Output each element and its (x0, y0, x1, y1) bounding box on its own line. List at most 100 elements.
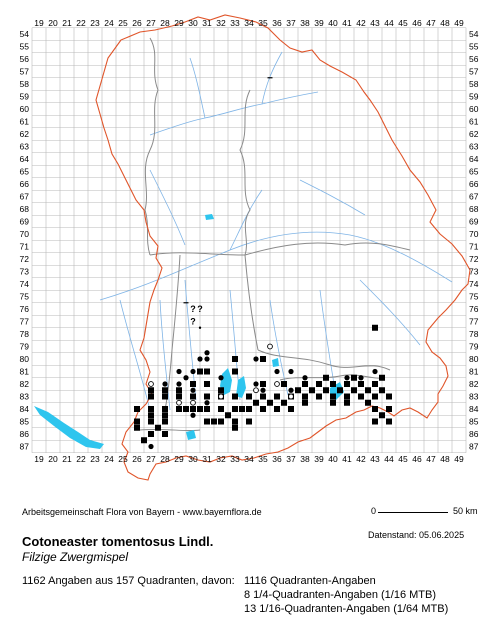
x-axis-label-top: 33 (230, 18, 240, 28)
occurrence-dot (183, 375, 189, 381)
occurrence-square (148, 393, 154, 400)
y-axis-label-left: 78 (20, 329, 30, 339)
occurrence-question-mark: ? (190, 317, 196, 327)
y-axis-label-left: 72 (20, 254, 30, 264)
occurrence-square (162, 418, 168, 425)
occurrence-square (197, 368, 203, 375)
occurrence-square (162, 393, 168, 400)
occurrence-square (330, 399, 336, 406)
x-axis-label-top: 22 (76, 18, 86, 28)
y-axis-label-left: 76 (20, 304, 30, 314)
y-axis-label-left: 63 (20, 142, 30, 152)
x-axis-label-bottom: 25 (118, 454, 128, 464)
occurrence-square (239, 406, 245, 412)
x-axis-label-bottom: 36 (272, 454, 282, 464)
y-axis-label-left: 82 (20, 379, 30, 389)
occurrence-square (358, 393, 364, 400)
occurrence-square (162, 412, 168, 419)
x-axis-label-bottom: 47 (426, 454, 436, 464)
occurrence-square (337, 387, 343, 394)
occurrence-dot (190, 387, 196, 393)
occurrence-dot (288, 387, 294, 393)
y-axis-label-left: 77 (20, 317, 30, 327)
x-axis-label-top: 21 (62, 18, 72, 28)
y-axis-label-left: 85 (20, 417, 30, 427)
occurrence-square (218, 406, 224, 412)
y-axis-label-left: 57 (20, 67, 30, 77)
occurrence-dot (190, 412, 196, 418)
y-axis-label-left: 59 (20, 92, 30, 102)
y-axis-label-left: 65 (20, 167, 30, 177)
x-axis-label-top: 42 (356, 18, 366, 28)
occurrence-square (372, 418, 378, 425)
occurrence-dot (316, 381, 322, 387)
y-axis-label-right: 84 (469, 404, 479, 414)
occurrence-square (253, 399, 259, 406)
occurrence-square (204, 368, 210, 375)
occurrence-square (351, 387, 357, 394)
occurrence-square (379, 374, 385, 381)
y-axis-label-left: 66 (20, 179, 30, 189)
x-axis-label-top: 29 (174, 18, 184, 28)
occurrence-dot (176, 381, 182, 387)
x-axis-label-top: 34 (244, 18, 254, 28)
occurrence-dot (204, 400, 210, 406)
x-axis-label-bottom: 48 (440, 454, 450, 464)
occurrence-dot (288, 368, 294, 375)
occurrence-dot (253, 381, 259, 387)
y-axis-label-right: 68 (469, 204, 479, 214)
occurrence-square (351, 374, 357, 381)
y-axis-label-left: 55 (20, 42, 30, 52)
x-axis-label-bottom: 31 (202, 454, 212, 464)
occurrence-square (267, 399, 273, 406)
occurrence-square (197, 406, 203, 412)
district-borders (139, 37, 411, 432)
y-axis-label-left: 71 (20, 242, 30, 252)
occurrence-dot (218, 375, 224, 381)
x-axis-label-bottom: 37 (286, 454, 296, 464)
y-axis-label-right: 73 (469, 267, 479, 277)
credit-line: Arbeitsgemeinschaft Flora von Bayern - w… (22, 507, 262, 517)
occurrence-square (386, 418, 392, 425)
y-axis-label-right: 78 (469, 329, 479, 339)
occurrence-square (134, 418, 140, 425)
occurrence-small-dot (198, 326, 202, 329)
occurrence-square (148, 387, 154, 394)
y-axis-label-right: 60 (469, 104, 479, 114)
occurrence-square (372, 324, 378, 331)
y-axis-label-right: 81 (469, 367, 479, 377)
occurrence-square (232, 424, 238, 431)
x-axis-label-bottom: 49 (454, 454, 464, 464)
x-axis-label-bottom: 29 (174, 454, 184, 464)
y-axis-label-right: 59 (469, 92, 479, 102)
y-axis-label-left: 74 (20, 279, 30, 289)
x-axis-label-bottom: 44 (384, 454, 394, 464)
x-axis-label-top: 39 (314, 18, 324, 28)
occurrence-dot (197, 356, 203, 362)
y-axis-label-left: 68 (20, 204, 30, 214)
occurrence-square (148, 431, 154, 437)
occurrence-square (323, 387, 329, 394)
occurrence-square (379, 412, 385, 419)
occurrence-square (162, 431, 168, 437)
occurrence-square (372, 393, 378, 400)
occurrence-dot (253, 356, 259, 362)
y-axis-label-left: 60 (20, 104, 30, 114)
occurrence-square (260, 406, 266, 412)
rivers (99, 51, 453, 411)
common-name: Filzige Zwergmispel (22, 550, 129, 564)
occurrence-dot (358, 375, 364, 381)
occurrence-square (344, 393, 350, 400)
occurrence-square (379, 387, 385, 394)
x-axis-label-top: 45 (398, 18, 408, 28)
y-axis-label-right: 79 (469, 342, 479, 352)
occurrence-square (302, 393, 308, 400)
occurrence-square (323, 374, 329, 381)
occurrence-square (218, 387, 224, 394)
occurrence-square (162, 406, 168, 412)
x-axis-label-top: 35 (258, 18, 268, 28)
x-axis-label-bottom: 41 (342, 454, 352, 464)
occurrence-open-circle (253, 387, 259, 394)
y-axis-label-left: 75 (20, 292, 30, 302)
occurrence-square (386, 393, 392, 400)
